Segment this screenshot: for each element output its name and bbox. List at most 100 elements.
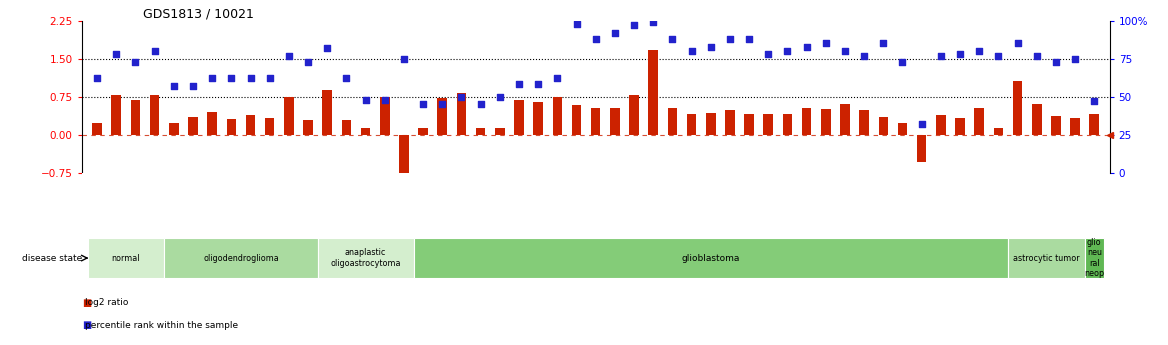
Bar — [265, 118, 274, 135]
Point — [1065, 56, 1084, 61]
Point — [682, 48, 701, 54]
Point — [433, 101, 452, 107]
Point — [183, 83, 202, 89]
Point — [605, 30, 624, 36]
Bar — [457, 93, 466, 135]
Bar — [994, 128, 1003, 135]
Bar — [1051, 116, 1061, 135]
Bar — [495, 128, 505, 135]
Point — [951, 51, 969, 57]
Point — [721, 36, 739, 42]
Point — [969, 48, 988, 54]
Bar — [131, 100, 140, 135]
Point — [1008, 41, 1027, 46]
Bar — [188, 117, 197, 135]
Bar — [1070, 118, 1080, 135]
Bar — [821, 109, 830, 135]
Bar — [725, 110, 735, 135]
Bar — [801, 108, 812, 135]
Point — [491, 94, 509, 99]
Point — [509, 82, 528, 87]
Point — [816, 41, 835, 46]
Bar — [955, 118, 965, 135]
Point — [989, 53, 1008, 58]
Bar — [610, 108, 620, 135]
Text: percentile rank within the sample: percentile rank within the sample — [84, 321, 238, 329]
Point — [874, 41, 892, 46]
Point — [739, 36, 758, 42]
Point — [165, 83, 183, 89]
Text: ■: ■ — [82, 298, 91, 308]
Text: oligodendroglioma: oligodendroglioma — [203, 254, 279, 263]
Bar — [92, 124, 102, 135]
Bar — [150, 95, 159, 135]
Bar — [418, 128, 427, 135]
Bar — [630, 95, 639, 135]
Bar — [1085, 238, 1104, 278]
Text: normal: normal — [112, 254, 140, 263]
Point — [299, 59, 318, 65]
Bar — [687, 114, 696, 135]
Bar — [860, 110, 869, 135]
Bar — [744, 114, 753, 135]
Bar — [165, 238, 318, 278]
Text: glio
neu
ral
neop: glio neu ral neop — [1084, 238, 1104, 278]
Bar — [1090, 114, 1099, 135]
Bar — [917, 135, 926, 162]
Bar — [438, 98, 447, 135]
Point — [279, 53, 298, 58]
Bar — [475, 128, 486, 135]
Bar — [1033, 104, 1042, 135]
Point — [855, 53, 874, 58]
Bar — [227, 119, 236, 135]
Point — [586, 36, 605, 42]
Bar — [974, 108, 983, 135]
Point — [241, 76, 259, 81]
Bar — [380, 97, 390, 135]
Bar — [591, 108, 600, 135]
Text: anaplastic
oligoastrocytoma: anaplastic oligoastrocytoma — [331, 248, 401, 268]
Point — [932, 53, 951, 58]
Point — [548, 76, 566, 81]
Point — [203, 76, 222, 81]
Point — [894, 59, 912, 65]
Point — [413, 101, 432, 107]
Text: log2 ratio: log2 ratio — [84, 298, 128, 307]
Bar — [284, 97, 293, 135]
Bar — [304, 120, 313, 135]
Bar — [1008, 238, 1085, 278]
Point — [471, 101, 489, 107]
Point — [395, 56, 413, 61]
Bar — [534, 102, 543, 135]
Bar — [514, 100, 523, 135]
Point — [759, 51, 778, 57]
Bar — [341, 120, 352, 135]
Point — [798, 44, 816, 49]
Bar — [208, 112, 217, 135]
Point — [1028, 53, 1047, 58]
Bar — [169, 124, 179, 135]
Point — [107, 51, 126, 57]
Bar — [88, 238, 165, 278]
Bar — [361, 128, 370, 135]
Point — [126, 59, 145, 65]
Bar — [552, 97, 562, 135]
Point — [222, 76, 241, 81]
Bar — [413, 238, 1008, 278]
Point — [835, 48, 854, 54]
Bar — [1013, 81, 1022, 135]
Text: glioblastoma: glioblastoma — [682, 254, 739, 263]
Point — [88, 76, 106, 81]
Bar — [840, 104, 850, 135]
Point — [568, 21, 586, 27]
Bar — [705, 113, 716, 135]
Bar — [783, 114, 792, 135]
Point — [702, 44, 721, 49]
Point — [625, 22, 644, 28]
Point — [260, 76, 279, 81]
Bar — [936, 115, 946, 135]
Bar — [322, 90, 332, 135]
Bar — [898, 124, 908, 135]
Point — [644, 19, 662, 25]
Text: astrocytic tumor: astrocytic tumor — [1013, 254, 1079, 263]
